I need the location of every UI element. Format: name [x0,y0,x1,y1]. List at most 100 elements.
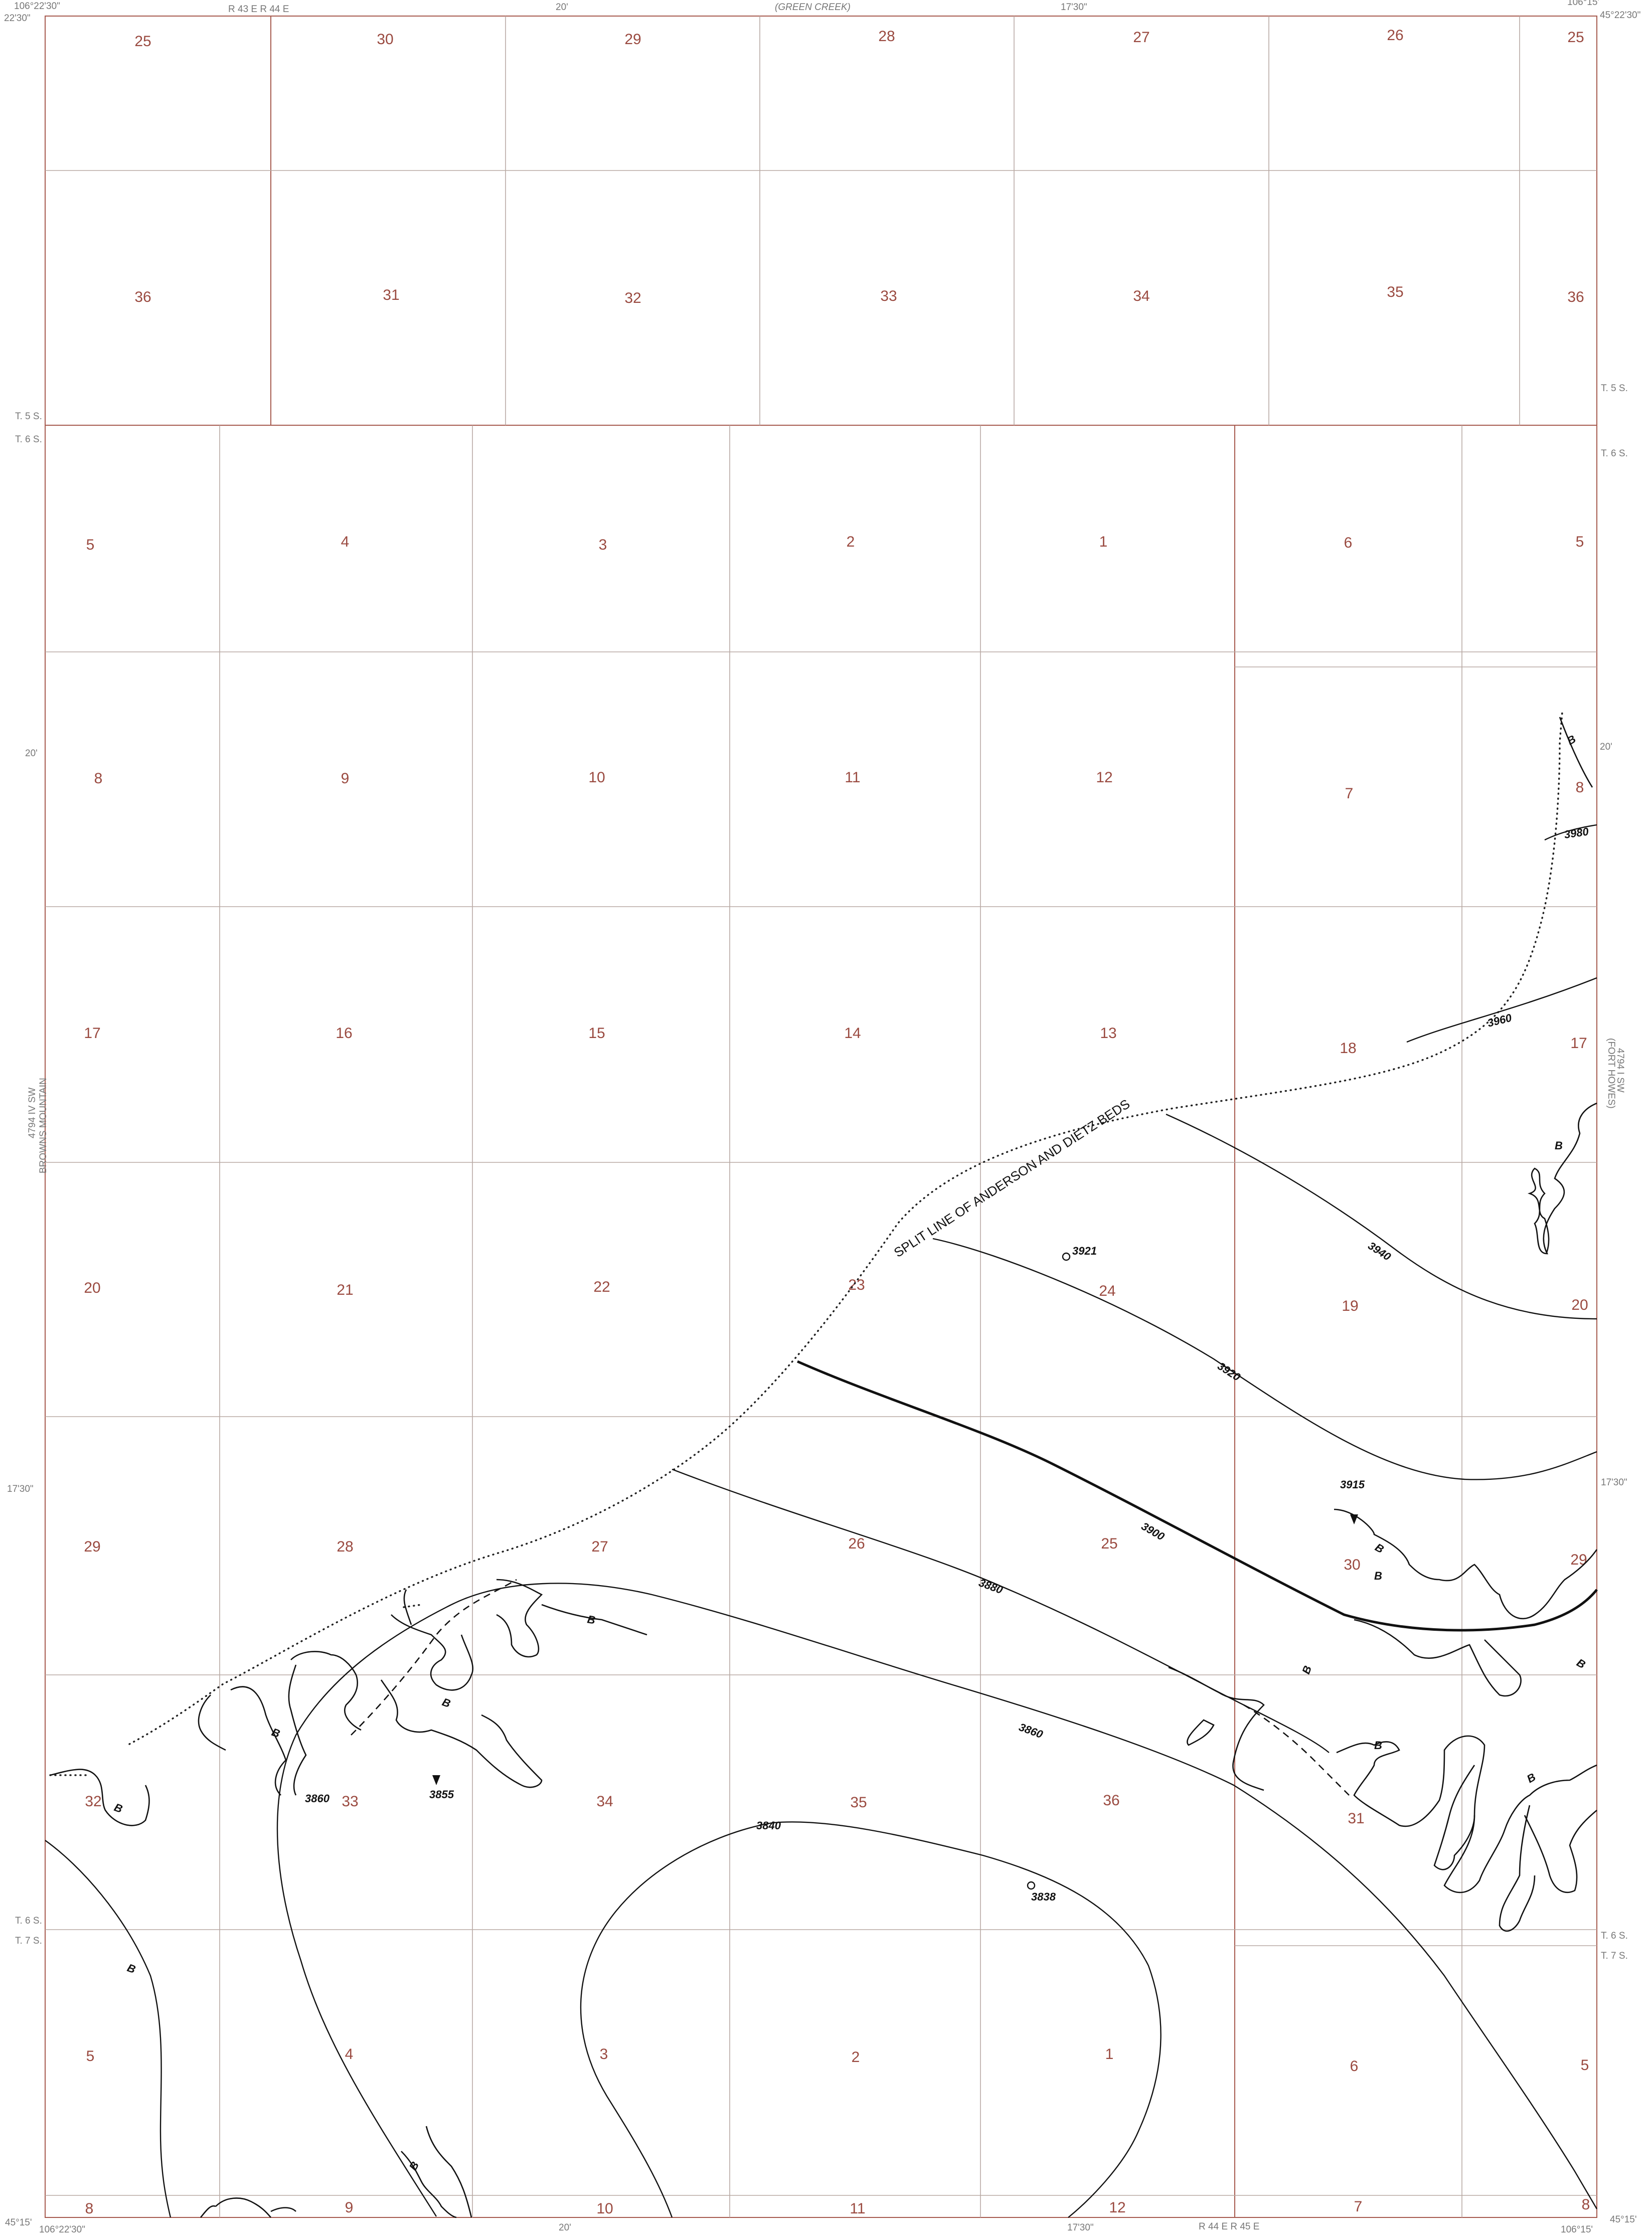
section-number: 6 [1350,2058,1359,2075]
section-number: 33 [342,1793,358,1810]
burn-outline [541,1604,647,1636]
section-number: 36 [1567,289,1584,305]
burn-label: B [1525,1771,1538,1786]
section-number: 30 [1344,1557,1360,1573]
top-tick-1730: 17'30" [1061,2,1087,13]
township-t6s-right-low: T. 6 S. [1601,1931,1628,1941]
section-number: 25 [1567,29,1584,46]
map-neatline [45,16,1597,2218]
margin-labels: 106°22'30" 22'30" R 43 E R 44 E 20' (GRE… [4,0,1640,2234]
section-number: 10 [596,2200,613,2217]
burn-outline-dashed [351,1579,517,1736]
section-number: 6 [1344,535,1353,551]
section-number: 27 [591,1538,608,1555]
section-number: 25 [134,33,151,50]
well-marker [1350,1514,1358,1524]
contour-labels: 3980 3960 3940 3920 3900 3880 3860 3840 … [305,825,1590,1832]
section-number: 13 [1100,1025,1116,1042]
section-number: 2 [847,534,855,550]
section-number: 24 [1099,1283,1115,1299]
contour-west-edge [45,1840,172,2218]
burn-outline [270,2207,296,2212]
section-number: 1 [1105,2046,1114,2063]
burn-outline [215,2197,271,2218]
section-number: 8 [94,770,103,787]
contour-3920 [932,1238,1597,1480]
burn-outline [1559,717,1593,788]
burn-outline [200,2205,216,2218]
section-number: 5 [86,2048,95,2065]
section-number: 35 [850,1794,867,1811]
corner-sw-lat: 45°15' [5,2217,32,2228]
section-number: 32 [624,290,641,306]
split-line-anderson-dietz [128,711,1563,1745]
section-number: 19 [1342,1298,1358,1314]
adjacent-north-sheet: (GREEN CREEK) [775,2,851,13]
structure-contours [45,824,1598,2218]
burn-label: B [1374,1739,1382,1752]
section-number: 3 [600,2046,608,2063]
burn-label: B [112,1801,124,1815]
section-number: 33 [880,288,897,304]
section-number: 36 [1103,1792,1119,1809]
burn-outline [1433,1765,1475,1870]
burn-outline [1354,1619,1522,1697]
section-number: 27 [1133,29,1149,46]
survey-grid [45,16,1597,2218]
section-number: 23 [848,1277,865,1293]
spot-elevation-3915: 3915 [1340,1478,1365,1491]
section-number: 9 [345,2199,354,2216]
burn-outline-dashed [1243,1704,1350,1796]
section-number: 1 [1099,534,1108,550]
corner-ne-lon: 106°15' [1567,0,1599,8]
section-number: 12 [1096,769,1112,786]
burn-outline [1499,1805,1536,1932]
contour-label-3860-west: 3860 [305,1792,330,1805]
section-number: 26 [848,1535,865,1552]
burn-outline [1187,1719,1215,1746]
township-t7s-left: T. 7 S. [15,1936,42,1946]
section-number: 25 [1101,1535,1117,1552]
spot-elevation-3921: 3921 [1072,1245,1097,1257]
contour-3940 [1166,1113,1597,1320]
section-number: 30 [377,31,393,48]
burn-outline [401,2151,457,2218]
section-number: 11 [845,769,860,786]
burn-boundaries [50,717,1598,2218]
split-line-left-stub [403,1604,422,1608]
contour-3880 [672,1468,1330,1753]
contour-label-3940: 3940 [1366,1239,1393,1263]
burn-labels: B B B B B B B B B B B B B B [112,733,1588,2173]
burn-label: B [1555,1139,1563,1152]
corner-sw-lon: 106°22'30" [39,2224,85,2234]
contour-3840 [772,1821,1162,2218]
contour-label-3920: 3920 [1215,1359,1243,1384]
section-number: 35 [1387,284,1403,300]
bottom-tick-1730: 17'30" [1067,2222,1094,2233]
lat-tick-1730-right: 17'30" [1601,1477,1627,1488]
corner-nw-lon: 106°22'30" [14,1,60,12]
township-t5s-left: T. 5 S. [15,411,42,422]
burn-outline [425,2126,472,2218]
section-number: 7 [1345,785,1354,802]
contour-3960 [1406,977,1597,1043]
contour-label-3960: 3960 [1486,1011,1513,1029]
burn-label: B [586,1613,596,1626]
contour-3840-west [580,1822,773,2218]
section-number: 11 [850,2200,865,2217]
section-number: 22 [593,1279,610,1295]
section-number: 31 [1348,1810,1364,1827]
east-adjacent-sheet: (FORT HOWES) [1606,1038,1616,1109]
spot-elevation-3838: 3838 [1031,1891,1056,1903]
burn-label: B [1373,1541,1386,1556]
section-number: 20 [1571,1297,1588,1313]
burn-outline [288,1664,307,1796]
section-number: 32 [85,1793,101,1810]
township-t5s-right: T. 5 S. [1601,383,1628,394]
burn-outline [1527,1102,1597,1255]
section-number: 14 [844,1025,861,1042]
section-numbers: 25 30 29 28 27 26 25 36 31 32 33 34 35 3… [84,27,1590,2217]
burn-outline [403,1589,412,1625]
burn-label: B [407,2159,422,2172]
